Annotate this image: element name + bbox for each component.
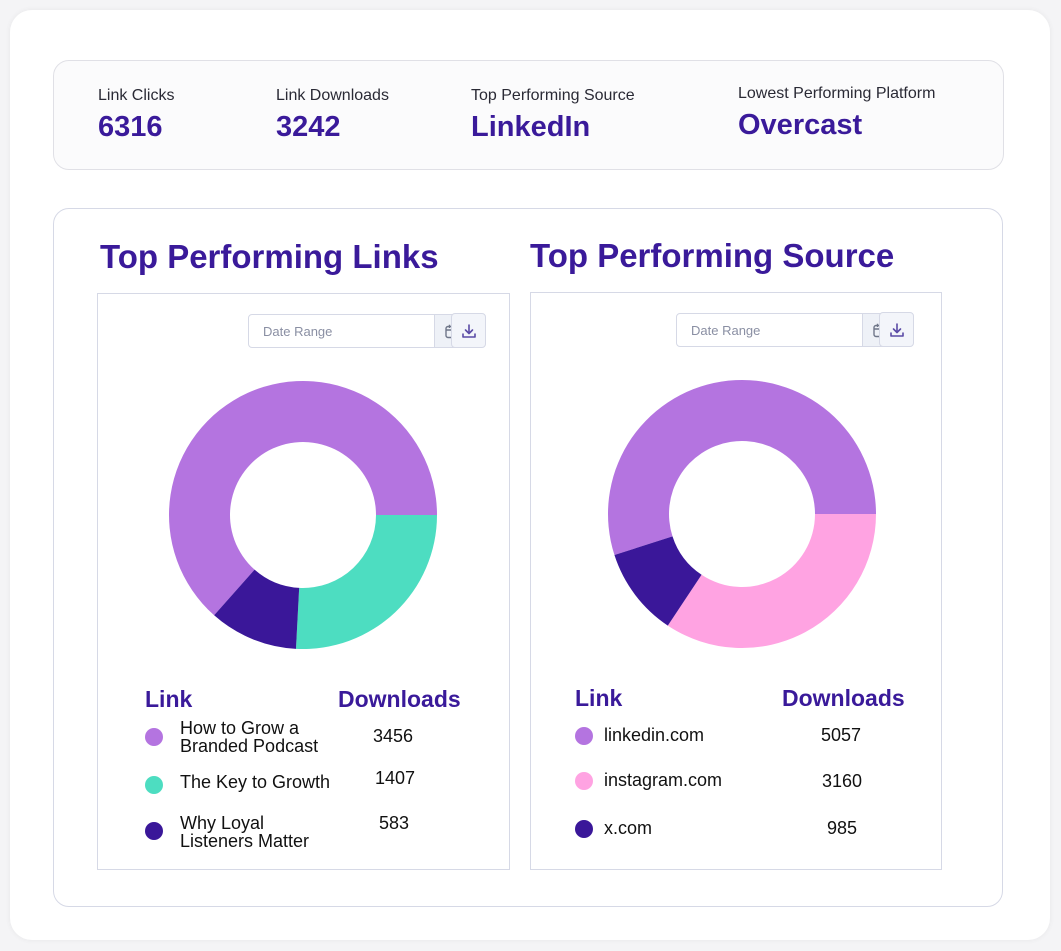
donut-slice-the-key-to-growth: [295, 515, 437, 649]
donut-slice-x-com: [614, 536, 702, 626]
links-date-range-input[interactable]: [249, 315, 434, 347]
legend-value: 3160: [822, 771, 863, 791]
legend-value: 1407: [375, 768, 416, 788]
stat-value: 6316: [98, 111, 163, 143]
source-col-link: Link: [575, 685, 623, 711]
stat-label: Top Performing Source: [471, 87, 635, 104]
source-download-button[interactable]: [879, 312, 914, 347]
download-icon: [461, 323, 476, 338]
links-col-link: Link: [145, 686, 193, 712]
source-date-range: [676, 313, 898, 347]
stat-value: LinkedIn: [471, 111, 591, 143]
legend-label: linkedin.com: [604, 725, 705, 745]
legend-dot: [145, 822, 163, 840]
stat-value: 3242: [276, 111, 341, 143]
legend-label: How to Grow a Branded Podcast: [180, 718, 319, 756]
donut-slice-linkedin-com: [608, 379, 876, 556]
legend-dot: [575, 727, 593, 745]
stat-top-source: Top Performing Source LinkedIn: [471, 87, 635, 144]
donut-slice-instagram-com: [667, 514, 876, 648]
stat-label: Lowest Performing Platform: [738, 85, 936, 102]
download-icon: [889, 322, 904, 337]
legend-dot: [575, 772, 593, 790]
links-section-title: Top Performing Links: [100, 238, 439, 275]
source-donut-chart: [608, 379, 876, 648]
source-col-downloads: Downloads: [782, 685, 905, 711]
stat-link-clicks: Link Clicks 6316: [98, 87, 174, 144]
source-date-range-input[interactable]: [677, 314, 862, 346]
summary-stats-bar: Link Clicks 6316 Link Downloads 3242 Top…: [53, 60, 1004, 170]
donut-slice-why-loyal-listeners-matter: [214, 569, 300, 649]
legend-value: 985: [827, 818, 858, 838]
source-section-title: Top Performing Source: [530, 237, 895, 274]
legend-value: 3456: [373, 726, 414, 746]
stat-lowest-platform: Lowest Performing Platform Overcast: [738, 85, 935, 142]
stat-label: Link Downloads: [276, 87, 389, 104]
legend-label: Why Loyal Listeners Matter: [180, 813, 310, 851]
legend-dot: [145, 728, 163, 746]
legend-value: 5057: [821, 725, 862, 745]
legend-dot: [575, 820, 593, 838]
stat-link-downloads: Link Downloads 3242: [276, 87, 389, 144]
links-col-downloads: Downloads: [338, 686, 461, 712]
legend-label: The Key to Growth: [180, 772, 331, 792]
stat-label: Link Clicks: [98, 87, 175, 104]
links-donut-chart: [169, 381, 438, 649]
links-date-range: [248, 314, 470, 348]
stat-value: Overcast: [738, 109, 863, 141]
donut-slice-how-to-grow-a-branded-podcast: [169, 381, 438, 616]
legend-label: instagram.com: [604, 770, 723, 790]
links-download-button[interactable]: [451, 313, 486, 348]
legend-label: x.com: [604, 818, 653, 838]
legend-value: 583: [379, 813, 410, 833]
legend-dot: [145, 776, 163, 794]
